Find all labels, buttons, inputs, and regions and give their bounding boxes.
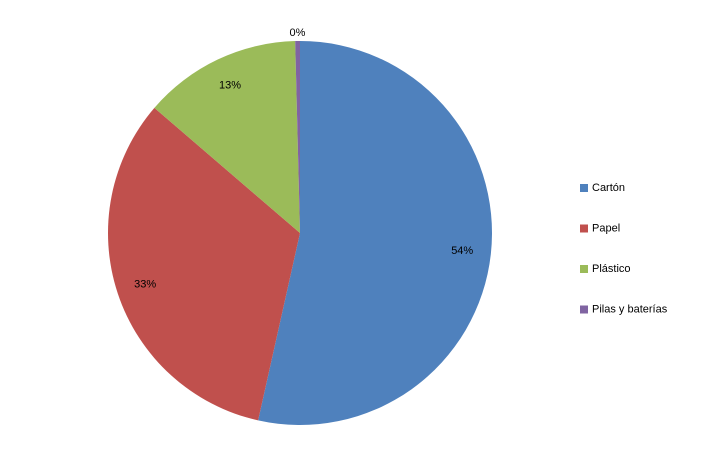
pie-slice — [154, 41, 300, 233]
pie-slice — [108, 107, 301, 421]
legend-swatch — [580, 184, 588, 192]
data-label: 54% — [451, 245, 473, 257]
legend-label: Cartón — [592, 182, 625, 194]
pie-slice — [258, 41, 493, 426]
pie-slice — [295, 41, 300, 233]
data-label: 33% — [134, 278, 156, 290]
legend-label: Plástico — [592, 263, 631, 275]
legend-swatch — [580, 224, 588, 233]
legend-swatch — [580, 305, 588, 314]
legend-label: Papel — [592, 222, 620, 234]
data-label: 13% — [219, 79, 241, 91]
legend-label: Pilas y baterías — [592, 303, 668, 315]
data-label: 0% — [290, 27, 306, 39]
legend-swatch — [580, 265, 588, 273]
